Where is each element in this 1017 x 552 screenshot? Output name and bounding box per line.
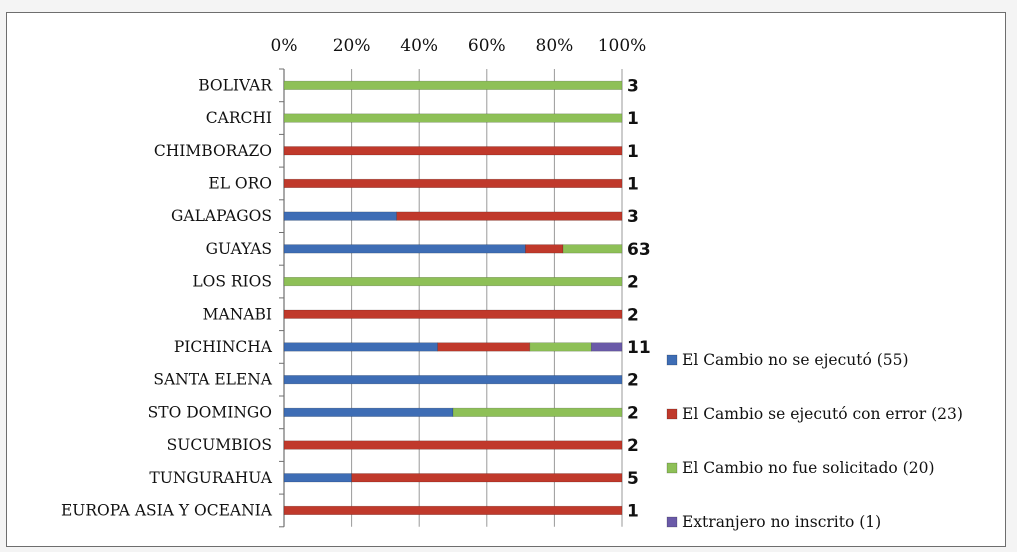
category-label: EL ORO bbox=[208, 174, 272, 192]
legend-swatch bbox=[666, 408, 678, 420]
total-label: 1 bbox=[627, 109, 639, 129]
legend-swatch bbox=[666, 462, 678, 474]
category-label: SANTA ELENA bbox=[153, 371, 272, 389]
category-label: TUNGURAHUA bbox=[149, 469, 272, 487]
bar-segment bbox=[452, 407, 623, 417]
category-label: LOS RIOS bbox=[192, 273, 272, 291]
x-tick-label: 60% bbox=[468, 36, 506, 56]
bar-segment bbox=[590, 342, 623, 352]
total-label: 3 bbox=[627, 207, 639, 227]
total-label: 2 bbox=[627, 403, 639, 423]
bar-segment bbox=[396, 211, 623, 221]
bar-segment bbox=[283, 342, 438, 352]
bar-segment bbox=[283, 505, 623, 516]
total-label: 5 bbox=[627, 469, 639, 489]
bar-segment bbox=[525, 244, 564, 254]
category-label: GALAPAGOS bbox=[171, 207, 272, 225]
legend-label: El Cambio no fue solicitado (20) bbox=[682, 459, 935, 477]
category-label: MANABI bbox=[203, 305, 272, 323]
stacked-bar-chart: 0% 20% 40% 60% 80% 100% BOLIVAR 3 CARCHI 1 CHIMBOR… bbox=[61, 36, 963, 531]
bar-segment bbox=[283, 309, 623, 319]
legend-swatch bbox=[666, 354, 678, 366]
total-label: 2 bbox=[627, 436, 639, 456]
total-label: 63 bbox=[627, 240, 651, 260]
category-label: CARCHI bbox=[206, 109, 272, 127]
total-label: 2 bbox=[627, 305, 639, 325]
x-tick-label: 20% bbox=[333, 36, 371, 56]
total-label: 11 bbox=[627, 338, 651, 358]
total-label: 3 bbox=[627, 76, 639, 96]
bar-segment bbox=[283, 244, 526, 254]
bar-segment bbox=[283, 473, 352, 483]
category-label: PICHINCHA bbox=[174, 338, 273, 356]
bar-segment bbox=[283, 276, 623, 287]
bar-segment bbox=[283, 211, 397, 221]
bar-segment bbox=[437, 342, 531, 352]
total-label: 2 bbox=[627, 273, 639, 293]
bar-segment bbox=[283, 146, 623, 156]
total-label: 1 bbox=[627, 174, 639, 194]
bar-segment bbox=[283, 80, 623, 90]
category-label: GUAYAS bbox=[206, 240, 272, 258]
bar-segment bbox=[351, 473, 623, 483]
category-label: SUCUMBIOS bbox=[167, 436, 272, 454]
category-label: CHIMBORAZO bbox=[154, 142, 272, 160]
bar-segment bbox=[529, 342, 592, 352]
x-tick-label: 0% bbox=[271, 36, 298, 56]
bar-segment bbox=[283, 113, 623, 123]
x-tick-label: 40% bbox=[400, 36, 438, 56]
bar-segment bbox=[283, 178, 623, 188]
x-tick-label: 80% bbox=[536, 36, 574, 56]
total-label: 2 bbox=[627, 371, 639, 391]
category-label: BOLIVAR bbox=[198, 76, 273, 94]
legend-label: El Cambio no se ejecutó (55) bbox=[682, 351, 909, 369]
total-label: 1 bbox=[627, 142, 639, 162]
chart-frame: 0% 20% 40% 60% 80% 100% BOLIVAR 3 CARCHI 1 CHIMBOR… bbox=[6, 12, 1006, 547]
bar-segment bbox=[283, 440, 623, 450]
x-tick-label: 100% bbox=[598, 36, 647, 56]
bar-segment bbox=[283, 407, 454, 417]
legend-label: El Cambio se ejecutó con error (23) bbox=[682, 405, 963, 423]
total-label: 1 bbox=[627, 501, 639, 521]
category-label: STO DOMINGO bbox=[148, 403, 272, 421]
category-label: EUROPA ASIA Y OCEANIA bbox=[61, 501, 273, 519]
legend-label: Extranjero no inscrito (1) bbox=[682, 513, 881, 531]
bar-segment bbox=[283, 375, 623, 385]
legend-swatch bbox=[666, 516, 678, 528]
bar-segment bbox=[562, 244, 623, 254]
